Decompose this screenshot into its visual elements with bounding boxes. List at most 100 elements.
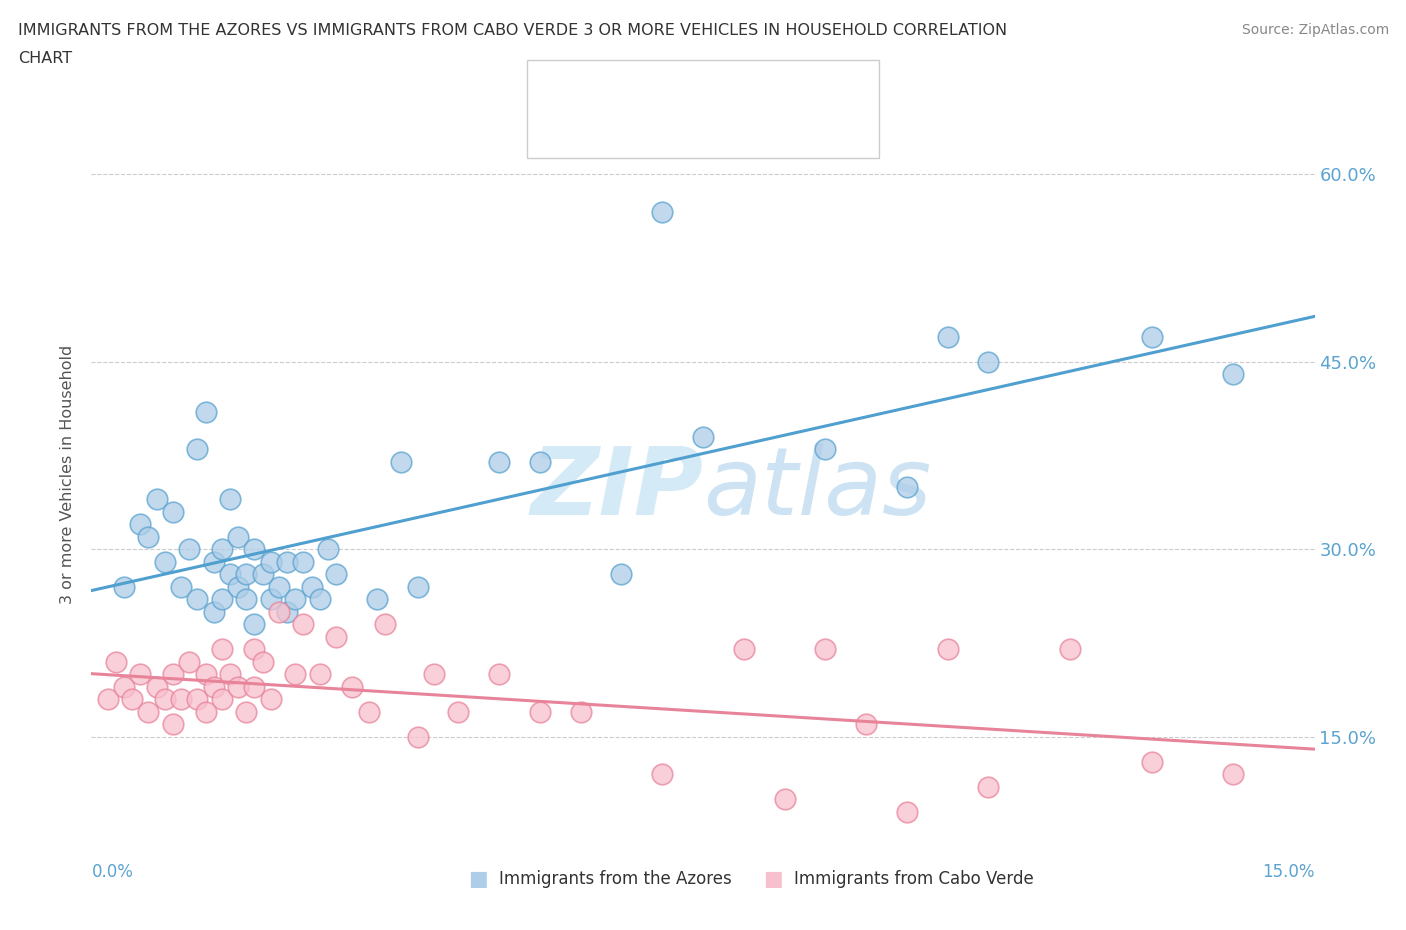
Point — [896, 479, 918, 494]
Text: R = -0.151    N = 50: R = -0.151 N = 50 — [585, 126, 792, 145]
Point — [97, 692, 120, 707]
Point — [226, 529, 249, 544]
Point — [488, 455, 510, 470]
Point — [389, 455, 412, 470]
Point — [651, 205, 673, 219]
Point — [406, 579, 429, 594]
Point — [138, 705, 160, 720]
Point — [121, 692, 143, 707]
Point — [179, 655, 201, 670]
Point — [260, 591, 283, 606]
Point — [814, 442, 837, 457]
Point — [1059, 642, 1081, 657]
Point — [194, 705, 217, 720]
Point — [276, 554, 298, 569]
Point — [366, 591, 388, 606]
Point — [202, 554, 225, 569]
Point — [423, 667, 446, 682]
Text: atlas: atlas — [703, 444, 931, 535]
Point — [1222, 767, 1244, 782]
Point — [145, 680, 167, 695]
Point — [219, 567, 242, 582]
Text: CHART: CHART — [18, 51, 72, 66]
Point — [235, 705, 257, 720]
Text: ■: ■ — [468, 869, 488, 889]
Point — [651, 767, 673, 782]
Text: IMMIGRANTS FROM THE AZORES VS IMMIGRANTS FROM CABO VERDE 3 OR MORE VEHICLES IN H: IMMIGRANTS FROM THE AZORES VS IMMIGRANTS… — [18, 23, 1008, 38]
Point — [406, 729, 429, 744]
Point — [153, 692, 176, 707]
Point — [186, 692, 208, 707]
Point — [855, 717, 877, 732]
Point — [112, 680, 135, 695]
Text: Source: ZipAtlas.com: Source: ZipAtlas.com — [1241, 23, 1389, 37]
Point — [219, 492, 242, 507]
Point — [179, 542, 201, 557]
Point — [342, 680, 364, 695]
Point — [235, 591, 257, 606]
Point — [252, 567, 274, 582]
Point — [276, 604, 298, 619]
Point — [529, 455, 551, 470]
Point — [243, 542, 266, 557]
Point — [316, 542, 339, 557]
Point — [186, 442, 208, 457]
Point — [692, 430, 714, 445]
Point — [284, 667, 307, 682]
Point — [243, 617, 266, 631]
Point — [1140, 754, 1163, 769]
Point — [814, 642, 837, 657]
Point — [194, 667, 217, 682]
Point — [284, 591, 307, 606]
Point — [145, 492, 167, 507]
Point — [308, 591, 330, 606]
Point — [129, 517, 152, 532]
Point — [235, 567, 257, 582]
Point — [977, 779, 1000, 794]
Point — [138, 529, 160, 544]
Point — [1140, 329, 1163, 344]
Point — [260, 692, 283, 707]
Point — [610, 567, 633, 582]
Point — [936, 329, 959, 344]
Text: Immigrants from the Azores: Immigrants from the Azores — [499, 870, 733, 888]
Point — [211, 692, 233, 707]
Point — [252, 655, 274, 670]
Text: R = 0.375    N = 49: R = 0.375 N = 49 — [585, 84, 785, 103]
Point — [170, 692, 193, 707]
Text: 0.0%: 0.0% — [91, 863, 134, 882]
Point — [211, 591, 233, 606]
Point — [325, 567, 347, 582]
Point — [202, 604, 225, 619]
Point — [186, 591, 208, 606]
Point — [211, 642, 233, 657]
Point — [896, 804, 918, 819]
Point — [733, 642, 755, 657]
Point — [170, 579, 193, 594]
Point — [357, 705, 380, 720]
Point — [267, 579, 290, 594]
Point — [569, 705, 592, 720]
Point — [1222, 366, 1244, 381]
Point — [243, 642, 266, 657]
Point — [194, 405, 217, 419]
Point — [219, 667, 242, 682]
Point — [447, 705, 470, 720]
Y-axis label: 3 or more Vehicles in Household: 3 or more Vehicles in Household — [60, 345, 76, 604]
Point — [226, 680, 249, 695]
Point — [529, 705, 551, 720]
Point — [112, 579, 135, 594]
Point — [129, 667, 152, 682]
Point — [226, 579, 249, 594]
Point — [153, 554, 176, 569]
Point — [292, 617, 315, 631]
Text: ZIP: ZIP — [530, 443, 703, 535]
Point — [260, 554, 283, 569]
Point — [202, 680, 225, 695]
Text: Immigrants from Cabo Verde: Immigrants from Cabo Verde — [794, 870, 1035, 888]
Point — [325, 630, 347, 644]
Point — [301, 579, 323, 594]
Point — [162, 504, 184, 519]
Point — [488, 667, 510, 682]
Point — [292, 554, 315, 569]
